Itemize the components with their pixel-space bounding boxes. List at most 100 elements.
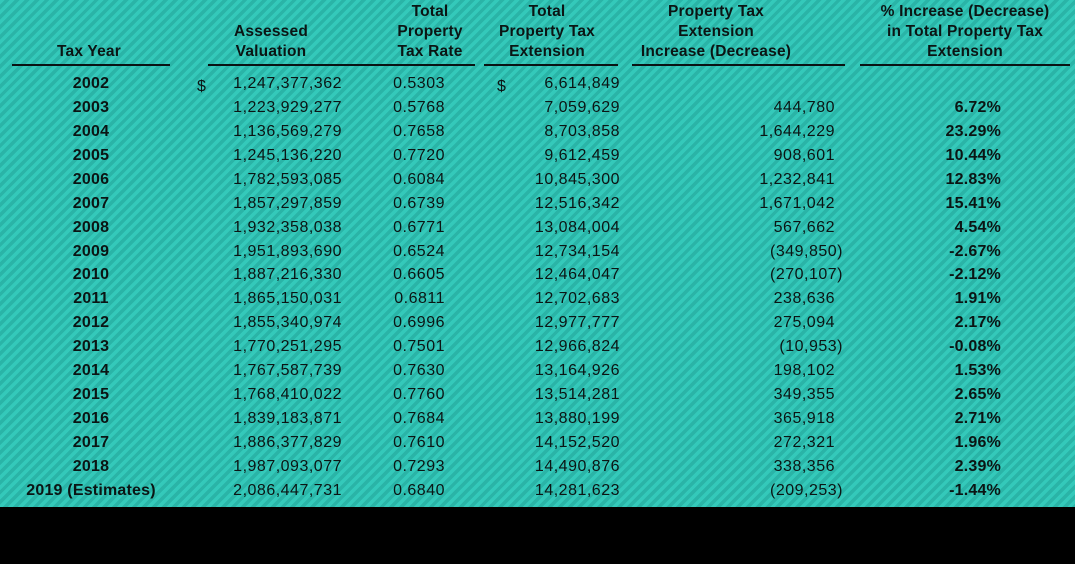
cell-increase-decrease: (209,253) <box>632 482 855 500</box>
header-underline <box>484 64 618 66</box>
cell-increase-decrease-value: (209,253) <box>770 481 843 499</box>
column-header-line: Property <box>397 23 463 40</box>
cell-increase-decrease-value: 198,102 <box>773 362 835 380</box>
table-row: 2004 1,136,569,279 0.7658 8,703,858 1,644,22… <box>0 120 1075 144</box>
cell-extension: 8,703,858 <box>470 123 632 141</box>
table-row: 2009 1,951,893,690 0.6524 12,734,154 (349,85… <box>0 240 1075 264</box>
cell-pct-change: -1.44% <box>855 482 1075 500</box>
column-header-line: Tax Year <box>57 43 121 60</box>
cell-assessed-valuation: 1,987,093,077 <box>195 458 390 476</box>
cell-assessed-valuation: 2,086,447,731 <box>195 482 390 500</box>
cell-tax-rate: 0.7610 <box>390 434 470 452</box>
table-row: 2005 1,245,136,220 0.7720 9,612,459 908,601 1… <box>0 144 1075 168</box>
column-header-line: Total <box>528 3 566 20</box>
cell-extension: 12,977,777 <box>470 314 632 332</box>
property-tax-table: Tax Year Assessed Valuation Total Property Ta… <box>0 0 1075 499</box>
cell-increase-decrease-value: 365,918 <box>773 410 835 428</box>
cell-tax-rate: 0.5303 <box>390 75 470 93</box>
table-row: 2019 (Estimates) 2,086,447,731 0.6840 14,28… <box>0 479 1075 503</box>
cell-tax-year: 2011 <box>0 290 195 308</box>
cell-extension-value: 14,490,876 <box>534 457 620 475</box>
cell-increase-decrease: 275,094 <box>632 314 855 332</box>
cell-increase-decrease-value: 567,662 <box>773 218 835 236</box>
column-header-label: Tax Year <box>0 42 195 64</box>
column-header-label: % Increase (Decrease) in Total Property T… <box>855 2 1075 64</box>
cell-increase-decrease: 444,780 <box>632 99 855 117</box>
cell-tax-rate-value: 0.6811 <box>394 290 445 308</box>
cell-extension: 13,164,926 <box>470 362 632 380</box>
column-header-line: Extension <box>678 23 754 40</box>
cell-tax-rate: 0.6605 <box>390 266 470 284</box>
table-row: 2003 1,223,929,277 0.5768 7,059,629 444,780 6… <box>0 96 1075 120</box>
cell-assessed-valuation-value: 1,782,593,085 <box>233 170 342 188</box>
cell-pct-change: 2.71% <box>855 410 1075 428</box>
cell-pct-change-value: 12.83% <box>945 170 1001 188</box>
cell-increase-decrease-value: 1,644,229 <box>759 122 835 140</box>
cell-pct-change-value: 15.41% <box>945 194 1001 212</box>
cell-tax-year-value: 2013 <box>72 338 110 356</box>
cell-extension: 14,490,876 <box>470 458 632 476</box>
cell-assessed-valuation-value: 1,857,297,859 <box>233 194 342 212</box>
column-header-line: Extension <box>927 43 1003 60</box>
table-row: 2017 1,886,377,829 0.7610 14,152,520 272,321… <box>0 431 1075 455</box>
cell-pct-change: 1.53% <box>855 362 1075 380</box>
column-header-total-property-tax-rate: Total Property Tax Rate <box>375 0 475 66</box>
cell-tax-rate-value: 0.6996 <box>393 314 445 332</box>
cell-extension-value: 12,464,047 <box>534 266 620 284</box>
table-row: 2013 1,770,251,295 0.7501 12,966,824 (10,953… <box>0 335 1075 359</box>
column-header-line: Extension <box>509 43 585 60</box>
cell-tax-year-value: 2003 <box>72 98 110 116</box>
cell-assessed-valuation-value: 1,247,377,362 <box>233 74 342 92</box>
cell-pct-change-value: -2.12% <box>949 266 1001 284</box>
cell-tax-rate-value: 0.7501 <box>393 338 445 356</box>
cell-tax-year-value: 2010 <box>72 266 110 284</box>
table-row: 2015 1,768,410,022 0.7760 13,514,281 349,355… <box>0 383 1075 407</box>
cell-extension: 10,845,300 <box>470 171 632 189</box>
cell-pct-change: 15.41% <box>855 195 1075 213</box>
cell-increase-decrease-value: 272,321 <box>773 434 835 452</box>
cell-increase-decrease: 1,671,042 <box>632 195 855 213</box>
table-row: 2010 1,887,216,330 0.6605 12,464,047 (270,10… <box>0 264 1075 288</box>
cell-assessed-valuation-value: 1,886,377,829 <box>233 434 342 452</box>
header-underline <box>12 64 170 66</box>
cell-tax-year-value: 2015 <box>72 386 110 404</box>
cell-tax-year-value: 2008 <box>72 218 110 236</box>
table-row: 2006 1,782,593,085 0.6084 10,845,300 1,232,8… <box>0 168 1075 192</box>
cell-increase-decrease: 1,232,841 <box>632 171 855 189</box>
table-row: 2016 1,839,183,871 0.7684 13,880,199 365,918… <box>0 407 1075 431</box>
cell-increase-decrease-value: 908,601 <box>773 146 835 164</box>
cell-increase-decrease-value: 444,780 <box>773 98 835 116</box>
cell-increase-decrease: 1,644,229 <box>632 123 855 141</box>
cell-extension-value: 12,966,824 <box>534 338 620 356</box>
cell-tax-rate-value: 0.7720 <box>393 146 445 164</box>
cell-tax-year: 2017 <box>0 434 195 452</box>
cell-tax-rate: 0.6084 <box>390 171 470 189</box>
cell-increase-decrease-value: (270,107) <box>770 266 843 284</box>
cell-pct-change-value: 1.96% <box>954 434 1001 452</box>
cell-assessed-valuation-value: 1,767,587,739 <box>233 362 342 380</box>
column-header-line: Total <box>411 3 449 20</box>
cell-tax-year-value: 2012 <box>72 314 110 332</box>
cell-tax-year: 2019 (Estimates) <box>0 482 195 500</box>
cell-assessed-valuation-value: 1,932,358,038 <box>233 218 342 236</box>
cell-pct-change-value: -0.08% <box>949 338 1001 356</box>
cell-tax-rate-value: 0.5768 <box>393 98 445 116</box>
cell-assessed-valuation: 1,855,340,974 <box>195 314 390 332</box>
cell-assessed-valuation: 1,886,377,829 <box>195 434 390 452</box>
cell-tax-rate-value: 0.5303 <box>393 74 445 92</box>
cell-tax-year: 2004 <box>0 123 195 141</box>
cell-tax-year: 2002 <box>0 75 195 93</box>
cell-assessed-valuation-value: 1,223,929,277 <box>233 98 342 116</box>
cell-pct-change-value: 1.91% <box>954 290 1001 308</box>
cell-tax-year-value: 2007 <box>72 194 110 212</box>
dollar-sign: $ <box>497 77 507 95</box>
cell-pct-change: 4.54% <box>855 219 1075 237</box>
cell-increase-decrease-value: 1,671,042 <box>759 194 835 212</box>
cell-increase-decrease-value: 349,355 <box>773 386 835 404</box>
table-row: 2011 1,865,150,031 0.6811 12,702,683 238,636… <box>0 287 1075 311</box>
cell-extension: 14,281,623 <box>470 482 632 500</box>
cell-extension: 12,702,683 <box>470 290 632 308</box>
cell-extension-value: 10,845,300 <box>534 170 620 188</box>
column-header-line: Valuation <box>235 43 307 60</box>
cell-increase-decrease: 272,321 <box>632 434 855 452</box>
